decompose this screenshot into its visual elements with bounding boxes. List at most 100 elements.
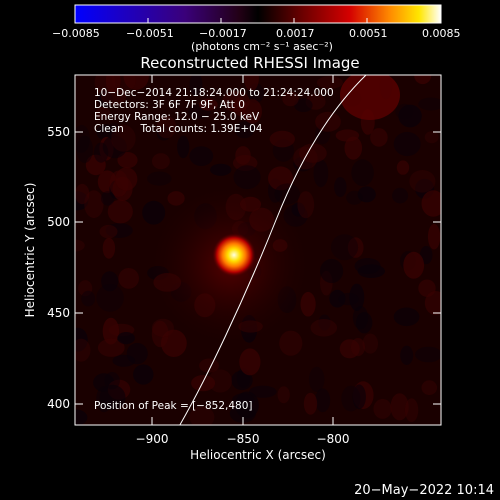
noise-blob [97,338,125,357]
noise-blob [279,330,303,356]
noise-blob [424,291,441,315]
noise-blob [104,372,120,390]
noise-blob [105,75,121,93]
noise-blob [351,159,374,187]
noise-blob [303,392,318,415]
noise-blob [151,320,169,348]
noise-blob [76,135,93,164]
noise-blob [85,154,106,176]
noise-blob [268,166,293,191]
x-axis-label: Heliocentric X (arcsec) [190,448,326,462]
colorbar: −0.0085 −0.0051 −0.0017 0.0017 0.0051 0.… [52,4,461,53]
noise-blob [344,136,363,160]
noise-blob [102,317,120,345]
plot-frame [74,74,442,426]
noise-blob [231,370,253,391]
noise-blob [335,129,360,142]
noise-blob [233,165,261,190]
noise-blob [393,131,421,157]
noise-blob [403,251,425,279]
noise-blob [75,239,85,252]
colorbar-tick: 0.0051 [349,27,388,40]
noise-blob [352,305,369,330]
noise-blob [244,75,259,91]
noise-blob [330,234,359,261]
noise-blob [329,289,346,308]
noise-blob [107,122,122,138]
noise-blob [199,358,220,373]
y-tick-label: 400 [47,397,70,411]
noise-blob [156,115,177,139]
noise-blob [147,171,172,186]
noise-blob [297,191,315,219]
noise-blob [123,75,149,90]
noise-blob [167,191,185,206]
noise-blob [293,156,313,172]
noise-blob [208,369,232,393]
noise-blob [115,167,138,191]
noise-blob [414,75,432,85]
noise-blob [269,130,295,148]
y-tick-label: 550 [47,125,70,139]
noise-blob [84,190,104,219]
noise-blob [277,386,290,404]
x-tick-label: −900 [136,432,169,446]
noise-blob [315,388,331,413]
noise-blob [294,98,313,113]
noise-blob [396,160,410,175]
noise-blob [418,97,441,111]
noise-blob [75,183,90,205]
noise-blob [117,152,138,169]
noise-blob [315,111,341,132]
noise-blob [191,375,216,392]
info-detectors: Detectors: 3F 6F 7F 9F, Att 0 [94,99,245,111]
noise-blob [318,314,331,331]
noise-blob [105,223,133,238]
noise-blob [421,190,441,217]
noise-blob [347,237,364,258]
noise-blob [370,128,388,147]
x-ticks [151,75,334,425]
y-ticks [75,131,441,405]
noise-blob [346,190,363,205]
noise-blob [96,284,124,312]
noise-blob [210,163,232,176]
noise-blob [424,131,439,144]
noise-blob [349,283,365,311]
colorbar-gradient [74,4,442,24]
corner-emission [340,75,400,120]
flare-source [212,233,256,277]
noise-blob [393,307,420,327]
info-time-range: 10−Dec−2014 21:18:24.000 to 21:24:24.000 [94,87,334,99]
noise-blob [357,186,376,203]
noise-blob [97,90,113,108]
noise-blob [282,91,299,107]
x-tick-label: −800 [317,432,350,446]
noise-blob [75,327,88,352]
noise-blob [102,135,127,159]
noise-blob [362,333,379,354]
noise-blob [81,290,96,307]
colorbar-units: (photons cm⁻² s⁻¹ asec⁻²) [191,40,333,53]
noise-blob [112,354,136,367]
noise-blob [352,384,366,410]
noise-blob [151,153,170,170]
noise-blob [300,291,316,317]
noise-blob [99,384,126,410]
timestamp: 20−May−2022 10:14 [354,483,494,498]
noise-blob [95,106,111,120]
noise-blob [350,338,366,357]
noise-blob [142,200,166,225]
noise-blob [310,319,338,337]
noise-blob [199,98,218,111]
noise-blob [156,125,171,141]
noise-blob [242,99,262,124]
noise-blob [111,124,136,152]
noise-blob [189,146,214,167]
noise-blob [118,268,139,289]
noise-blob [102,237,116,259]
noise-blob [400,345,414,365]
noise-blob [75,191,89,211]
colorbar-tick: −0.0051 [126,27,174,40]
